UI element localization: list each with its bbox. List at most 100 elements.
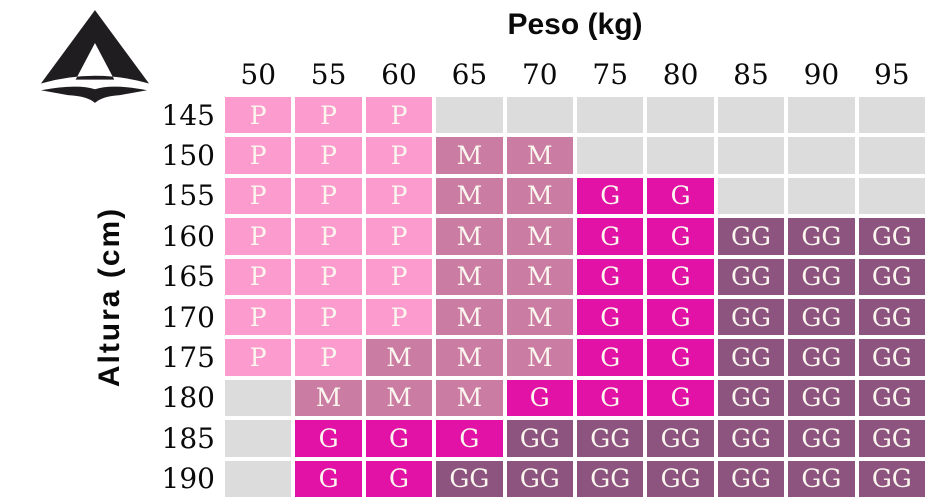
cell-180-95: GG bbox=[858, 379, 925, 417]
row-header-170: 170 bbox=[161, 300, 215, 334]
cell-190-70: GG bbox=[506, 460, 573, 497]
cell-185-70: GG bbox=[506, 420, 573, 457]
cell-175-95: GG bbox=[858, 339, 925, 376]
cell-160-55: P bbox=[295, 218, 362, 255]
cell-190-95: GG bbox=[858, 460, 925, 497]
cell-190-90: GG bbox=[788, 460, 855, 497]
cell-150-55: P bbox=[295, 137, 362, 174]
cell-145-65 bbox=[436, 97, 503, 134]
cell-185-85: GG bbox=[717, 420, 785, 457]
cell-170-75: G bbox=[577, 299, 644, 336]
cell-155-50: P bbox=[225, 177, 292, 215]
cell-175-85: GG bbox=[717, 339, 785, 376]
cell-145-90 bbox=[788, 97, 855, 134]
row-labels: 145 150 155 160 165 170 175 180 185 190 bbox=[110, 97, 215, 497]
cell-150-90 bbox=[788, 137, 855, 174]
cell-155-55: P bbox=[295, 177, 362, 215]
row-header-165: 165 bbox=[161, 260, 215, 294]
cell-175-50: P bbox=[225, 339, 292, 376]
col-header-55: 55 bbox=[310, 57, 347, 91]
cell-155-60: P bbox=[365, 177, 433, 215]
cell-145-70 bbox=[506, 97, 573, 134]
cell-185-60: G bbox=[365, 420, 433, 457]
cell-150-75 bbox=[577, 137, 644, 174]
cell-165-90: GG bbox=[788, 258, 855, 295]
cell-190-55: G bbox=[295, 460, 362, 497]
cell-170-65: M bbox=[436, 299, 503, 336]
cell-190-60: G bbox=[365, 460, 433, 497]
cell-165-55: P bbox=[295, 258, 362, 295]
cell-160-95: GG bbox=[858, 218, 925, 255]
arrow-logo-icon bbox=[40, 10, 149, 103]
cell-175-75: G bbox=[577, 339, 644, 376]
cell-150-50: P bbox=[225, 137, 292, 174]
col-header-50: 50 bbox=[240, 57, 277, 91]
cell-185-95: GG bbox=[858, 420, 925, 457]
row-header-150: 150 bbox=[161, 139, 215, 173]
cell-155-80: G bbox=[647, 177, 714, 215]
cell-150-60: P bbox=[365, 137, 433, 174]
cell-175-60: M bbox=[365, 339, 433, 376]
cell-175-55: P bbox=[295, 339, 362, 376]
cell-175-90: GG bbox=[788, 339, 855, 376]
row-header-180: 180 bbox=[161, 381, 215, 415]
brand-logo bbox=[39, 9, 149, 104]
cell-180-85: GG bbox=[717, 379, 785, 417]
col-header-85: 85 bbox=[733, 57, 769, 91]
cell-180-50 bbox=[225, 379, 292, 417]
cell-155-75: G bbox=[577, 177, 644, 215]
cell-155-70: M bbox=[506, 177, 573, 215]
cell-190-50 bbox=[225, 460, 292, 497]
cell-165-95: GG bbox=[858, 258, 925, 295]
cell-150-70: M bbox=[506, 137, 573, 174]
cell-185-65: G bbox=[436, 420, 503, 457]
row-header-145: 145 bbox=[161, 98, 215, 132]
cell-145-85 bbox=[717, 97, 785, 134]
cell-170-60: P bbox=[365, 299, 433, 336]
col-header-80: 80 bbox=[662, 57, 699, 91]
cell-170-85: GG bbox=[717, 299, 785, 336]
cell-160-60: P bbox=[365, 218, 433, 255]
cell-190-80: GG bbox=[647, 460, 714, 497]
cell-185-75: GG bbox=[577, 420, 644, 457]
cell-165-65: M bbox=[436, 258, 503, 295]
cell-160-50: P bbox=[225, 218, 292, 255]
cell-180-55: M bbox=[295, 379, 362, 417]
cell-165-60: P bbox=[365, 258, 433, 295]
col-header-70: 70 bbox=[521, 57, 558, 91]
cell-165-75: G bbox=[577, 258, 644, 295]
cell-170-55: P bbox=[295, 299, 362, 336]
cell-155-85 bbox=[717, 177, 785, 215]
cell-160-80: G bbox=[647, 218, 714, 255]
cell-170-80: G bbox=[647, 299, 714, 336]
cell-170-50: P bbox=[225, 299, 292, 336]
cell-185-55: G bbox=[295, 420, 362, 457]
cell-180-60: M bbox=[365, 379, 433, 417]
cell-175-80: G bbox=[647, 339, 714, 376]
cell-155-90 bbox=[788, 177, 855, 215]
cell-170-70: M bbox=[506, 299, 573, 336]
cell-145-50: P bbox=[225, 97, 292, 134]
cell-180-75: G bbox=[577, 379, 644, 417]
column-headers: 50 55 60 65 70 75 80 85 90 95 bbox=[225, 54, 925, 94]
cell-150-65: M bbox=[436, 137, 503, 174]
row-header-190: 190 bbox=[161, 462, 215, 496]
cell-160-70: M bbox=[506, 218, 573, 255]
cell-150-85 bbox=[717, 137, 785, 174]
col-header-60: 60 bbox=[381, 57, 417, 91]
row-header-155: 155 bbox=[161, 179, 215, 213]
cell-175-70: M bbox=[506, 339, 573, 376]
row-header-160: 160 bbox=[161, 219, 215, 253]
cell-145-95 bbox=[858, 97, 925, 134]
cell-170-90: GG bbox=[788, 299, 855, 336]
col-header-75: 75 bbox=[592, 57, 629, 91]
cell-145-75 bbox=[577, 97, 644, 134]
col-header-95: 95 bbox=[873, 57, 910, 91]
cell-155-65: M bbox=[436, 177, 503, 215]
cell-190-85: GG bbox=[717, 460, 785, 497]
cell-190-75: GG bbox=[577, 460, 644, 497]
cell-160-85: GG bbox=[717, 218, 785, 255]
cell-150-95 bbox=[858, 137, 925, 174]
col-header-65: 65 bbox=[451, 57, 488, 91]
